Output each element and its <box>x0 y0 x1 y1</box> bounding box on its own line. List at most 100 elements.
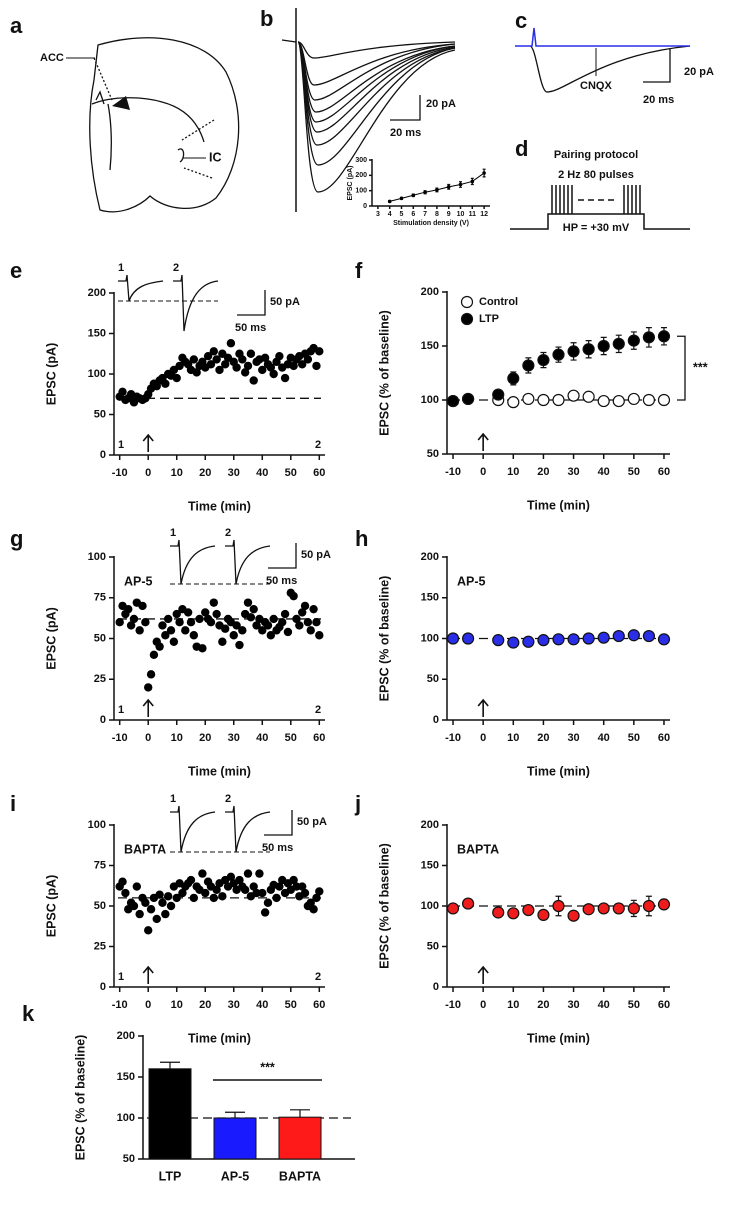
y-tick-label: 50 <box>94 632 106 644</box>
error-bar <box>290 1109 310 1118</box>
chart-title: BAPTA <box>457 842 499 856</box>
data-point <box>178 888 187 898</box>
data-point <box>283 627 293 637</box>
data-point <box>275 882 284 891</box>
trace-marker: 2 <box>315 971 321 983</box>
x-tick-label: 60 <box>313 999 325 1011</box>
x-tick-label: 8 <box>435 211 439 218</box>
inset-label: 2 <box>225 527 231 539</box>
data-point <box>186 618 196 627</box>
x-tick-label: 10 <box>171 732 183 744</box>
x-tick-label: 10 <box>171 999 183 1011</box>
data-point <box>567 909 580 922</box>
data-point <box>297 608 307 617</box>
panel-label: a <box>10 13 23 38</box>
data-point <box>567 345 580 358</box>
x-tick-label: AP-5 <box>221 1169 250 1183</box>
data-point <box>175 618 184 627</box>
data-point <box>522 635 535 648</box>
y-tick-label: 0 <box>433 714 439 726</box>
data-point <box>144 926 153 935</box>
x-tick-label: 10 <box>507 466 519 478</box>
y-tick-label: 200 <box>421 819 439 831</box>
data-point <box>183 608 193 617</box>
y-axis-label: EPSC (% of baseline) <box>73 1035 87 1161</box>
data-point <box>189 631 199 640</box>
data-point <box>642 331 656 344</box>
y-tick-label: 100 <box>421 632 439 644</box>
data-point <box>235 640 244 650</box>
x-tick-label: 0 <box>480 999 486 1011</box>
inset-trace <box>170 539 216 585</box>
x-tick-label: 40 <box>598 999 610 1011</box>
data-point <box>172 373 181 383</box>
x-axis-label: Time (min) <box>527 1031 590 1045</box>
legend-marker <box>460 312 474 326</box>
data-point <box>315 631 324 640</box>
data-point <box>507 636 520 649</box>
data-point <box>446 185 451 189</box>
data-point <box>522 359 535 372</box>
pairing-arrow <box>477 432 489 451</box>
data-point <box>158 621 167 630</box>
data-point <box>146 670 156 679</box>
inset-trace <box>225 539 271 585</box>
x-tick-label: 20 <box>537 732 549 744</box>
data-point <box>597 631 610 644</box>
data-point <box>597 339 610 353</box>
data-point <box>399 196 404 201</box>
x-tick-label: 50 <box>285 999 297 1011</box>
data-point <box>642 899 656 913</box>
data-point <box>240 368 250 377</box>
pairing-arrow <box>142 698 154 717</box>
x-tick-label: 10 <box>457 211 465 218</box>
data-point <box>552 393 565 407</box>
x-tick-label: 4 <box>388 211 392 218</box>
data-point <box>582 903 595 916</box>
data-point <box>232 363 241 372</box>
data-point <box>522 392 535 406</box>
data-point <box>198 644 207 653</box>
data-point <box>135 626 144 635</box>
y-tick-label: 100 <box>88 368 106 380</box>
data-point <box>303 355 313 364</box>
data-point <box>258 888 267 898</box>
y-tick-label: 150 <box>421 859 439 871</box>
bar <box>278 1116 322 1160</box>
y-axis-label: EPSC (% of baseline) <box>377 576 391 702</box>
x-tick-label: 0 <box>480 466 486 478</box>
scale-label: 50 ms <box>262 842 293 854</box>
data-point <box>582 632 595 645</box>
x-tick-label: 3 <box>376 211 380 218</box>
y-tick-label: 150 <box>88 327 106 339</box>
data-point <box>249 882 258 891</box>
data-point <box>597 902 610 915</box>
data-point <box>258 626 267 635</box>
y-axis-label: EPSC (pA) <box>44 607 58 670</box>
inset-trace <box>170 805 216 853</box>
pairing-arrow <box>142 965 154 984</box>
data-point <box>461 392 475 406</box>
data-point <box>552 633 565 646</box>
y-tick-label: 200 <box>117 1030 135 1042</box>
data-point <box>243 361 253 371</box>
x-axis-label: Time (min) <box>188 1031 251 1045</box>
y-tick-label: 200 <box>88 287 106 299</box>
data-point <box>135 909 144 919</box>
data-point <box>303 618 313 627</box>
data-point <box>141 898 150 907</box>
data-point <box>537 908 550 922</box>
data-point <box>212 609 221 619</box>
inset-trace <box>118 274 164 302</box>
data-point <box>289 875 298 885</box>
x-tick-label: 30 <box>567 732 579 744</box>
data-point <box>209 893 218 903</box>
legend-label: LTP <box>479 313 499 325</box>
y-tick-label: 50 <box>94 900 106 912</box>
y-tick-label: 50 <box>427 673 439 685</box>
data-point <box>263 898 273 907</box>
y-tick-label: 200 <box>421 551 439 563</box>
panel-label: g <box>10 526 23 551</box>
data-point <box>243 869 253 878</box>
